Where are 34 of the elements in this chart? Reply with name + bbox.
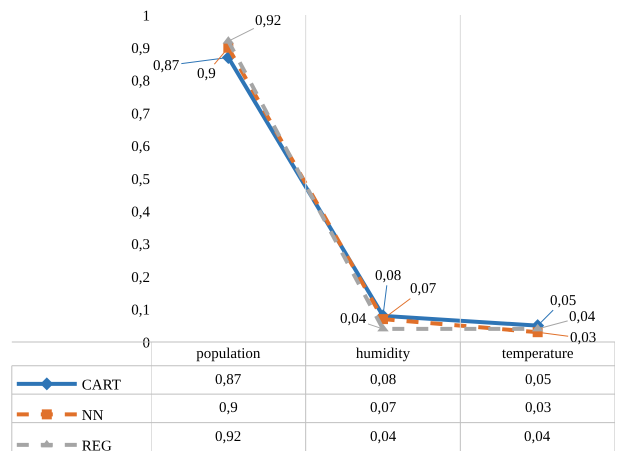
text: 0,92 [255,13,282,29]
data-label: 0,87 [215,372,242,388]
data-label: 0,9 [219,400,238,416]
x-tick-label: humidity [356,346,411,362]
data-label: 0,07 [370,400,397,416]
y-tick-label: 0,4 [131,204,150,220]
legend-label: CART [82,378,121,394]
legend-label: NN [82,408,104,424]
y-tick-label: 0,6 [131,139,150,156]
data-label: 0,05 [525,372,552,388]
text: 0,87 [153,58,180,74]
y-tick-label: 0,7 [131,106,150,122]
y-tick-label: 0,3 [131,237,150,254]
y-tick-label: 1 [142,8,150,24]
data-label: 0,04 [524,429,551,445]
data-label: 0,92 [215,429,242,445]
y-tick-label: 0,2 [131,270,150,286]
text: 0,9 [197,66,216,82]
legend-label: REG [82,438,112,455]
x-tick-label: population [196,346,261,362]
text: 0,03 [570,330,596,346]
y-tick-label: 0,9 [131,40,150,57]
text: 0,05 [550,293,576,309]
text: 0,04 [569,309,596,325]
data-label: 0,08 [370,372,396,388]
text: 0,08 [375,268,402,284]
x-tick-label: temperature [502,346,574,362]
text: 0,07 [410,281,436,297]
y-tick-label: 0,8 [131,74,150,90]
data-label: 0,03 [525,400,552,416]
data-label: 0,04 [370,429,397,445]
y-tick-label: 0,5 [131,172,150,188]
text: 0,04 [340,311,366,327]
y-tick-label: 0,1 [131,302,150,319]
